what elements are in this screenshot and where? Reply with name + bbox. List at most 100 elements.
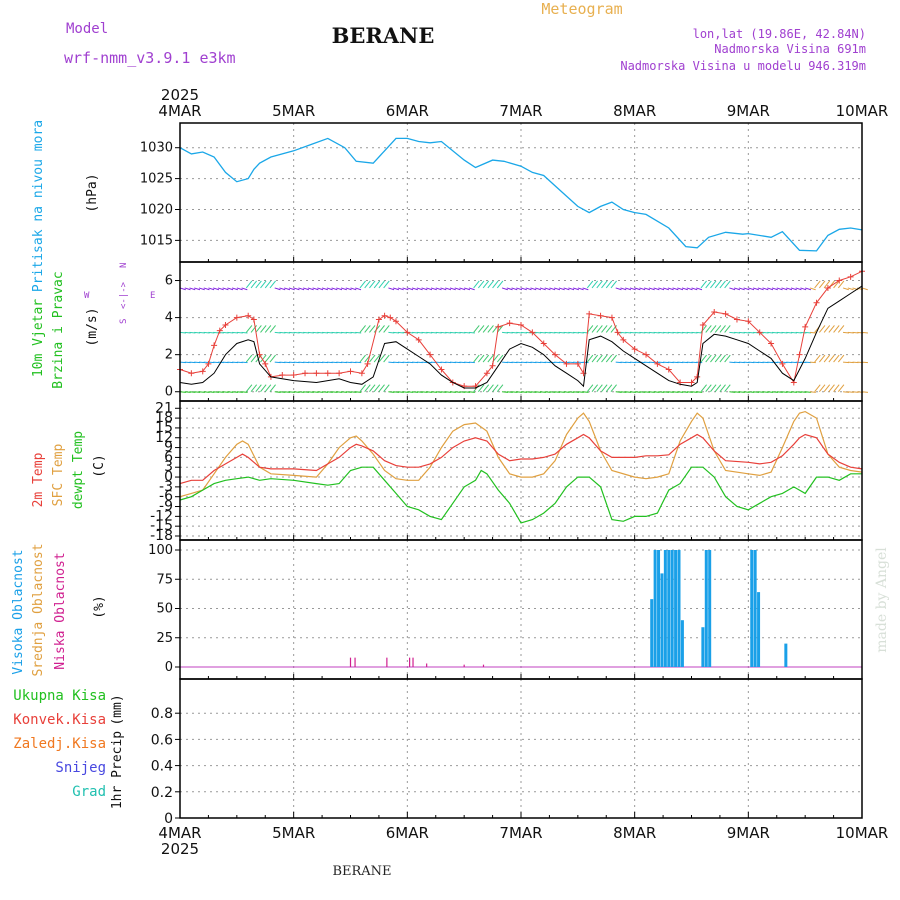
- wind-barb: [605, 325, 613, 333]
- wind-barb: [610, 280, 617, 289]
- cloud-high-ylabel: Visoka Oblacnost: [11, 549, 26, 674]
- wind-barb: [473, 354, 480, 363]
- wind-barb: [828, 354, 835, 363]
- wind-barb: [359, 325, 366, 333]
- wind-barb: [241, 331, 248, 334]
- bottom-x-label: 10MAR: [836, 824, 889, 842]
- wind-marker: [427, 351, 434, 358]
- wind-barb: [786, 287, 793, 291]
- wind-barb: [629, 287, 636, 291]
- bottom-year-label: 2025: [161, 840, 199, 858]
- pressure-line: [179, 137, 863, 252]
- wind-barb: [681, 287, 688, 291]
- wind-compass: N S <-|->: [119, 263, 129, 324]
- wind-barb: [397, 287, 404, 291]
- wind-barb: [591, 280, 599, 289]
- y-tick-label: 1020: [140, 202, 173, 217]
- wind-barb: [184, 287, 191, 291]
- wind-barb: [449, 287, 456, 291]
- y-tick-label: 9: [164, 440, 173, 456]
- temperature-frame: [179, 400, 863, 541]
- wind-barb: [430, 287, 437, 291]
- wind-barb: [828, 384, 835, 393]
- wind-ylabel-1: 10m Vjetar: [31, 299, 46, 377]
- wind-barb: [596, 325, 603, 333]
- wind-barb: [331, 287, 338, 291]
- wind-barb: [738, 287, 745, 291]
- y-tick-label: 0: [165, 385, 173, 400]
- wind-barb: [298, 287, 305, 291]
- wind-marker: [324, 370, 331, 377]
- wind-marker: [813, 299, 820, 306]
- y-tick-label: 12: [155, 430, 173, 446]
- top-x-label: 6MAR: [386, 102, 429, 120]
- wind-barb: [364, 280, 371, 289]
- wind-marker: [722, 310, 729, 317]
- wind-barb: [496, 280, 504, 289]
- precip-legend-item: Zaledj.Kisa: [13, 736, 106, 752]
- cloud-low-bar: [386, 657, 388, 667]
- y-tick-label: -12: [150, 508, 173, 524]
- wind-black-line: [179, 285, 863, 389]
- y-tick-label: 2: [165, 348, 173, 363]
- wind-barb: [260, 325, 267, 333]
- wind-barb: [421, 287, 428, 291]
- wind-marker: [643, 351, 650, 358]
- wind-barb: [549, 287, 556, 291]
- dewpt-ylabel: dewpt Temp: [71, 431, 86, 509]
- wind-barb: [781, 287, 788, 291]
- wind-barb: [213, 287, 220, 291]
- wind-barb: [388, 287, 395, 291]
- wind-barb: [809, 287, 816, 291]
- y-tick-label: 1015: [140, 233, 173, 248]
- wind-barb: [255, 384, 262, 393]
- cloud-high-bar: [663, 550, 667, 667]
- y-tick-label: 0: [164, 469, 173, 485]
- wind-barb: [714, 354, 722, 363]
- wind-barb: [605, 354, 613, 363]
- wind-barb: [364, 325, 371, 333]
- bottom-x-label: 8MAR: [613, 824, 656, 842]
- wind-barb: [823, 280, 831, 289]
- wind-marker: [245, 312, 252, 319]
- wind-ylabel-2: Brzina i Pravac: [51, 271, 66, 388]
- y-tick-label: -18: [150, 528, 173, 544]
- wind-marker: [250, 316, 257, 323]
- wind-barb: [776, 287, 783, 291]
- wind-barb: [861, 287, 868, 291]
- wind-barb: [269, 354, 276, 363]
- pressure-unit: (hPa): [85, 173, 100, 212]
- wind-barb: [245, 280, 253, 289]
- wind-marker: [711, 309, 718, 316]
- wind-barb: [586, 325, 594, 333]
- wind-barb: [705, 354, 712, 363]
- precip-grid: 0 0.2 0.4 0.6 0.8: [151, 679, 863, 827]
- wind-barb: [596, 354, 603, 363]
- model-value: wrf-nmm_v3.9.1 e3km: [64, 49, 236, 67]
- wind-barb: [340, 287, 347, 291]
- y-tick-label: -15: [150, 518, 173, 534]
- y-tick-label: 15: [155, 420, 173, 436]
- wind-barb: [496, 354, 504, 363]
- wind-barb: [591, 384, 599, 393]
- wind-barb: [284, 287, 291, 291]
- wind-barb: [610, 384, 617, 393]
- wind-barb: [544, 287, 551, 291]
- cloud-high-bar: [680, 620, 684, 667]
- y-tick-label: -6: [159, 489, 173, 505]
- wind-marker: [745, 318, 752, 325]
- wind-barb: [355, 287, 362, 291]
- wind-barb: [643, 287, 651, 291]
- wind-barb: [805, 287, 812, 291]
- wind-marker: [387, 314, 394, 321]
- precip-legend: Ukupna Kisa Konvek.Kisa Zaledj.Kisa Snijeg G…: [13, 688, 106, 800]
- wind-barb: [767, 287, 774, 291]
- model-label: Model: [66, 21, 108, 37]
- wind-marker: [216, 327, 223, 334]
- wind-barb: [496, 325, 504, 333]
- wind-barb: [468, 287, 475, 291]
- wind-barb: [501, 287, 508, 291]
- wind-barb: [837, 325, 845, 333]
- wind-barb: [435, 287, 442, 291]
- temp2m-line: [179, 433, 863, 485]
